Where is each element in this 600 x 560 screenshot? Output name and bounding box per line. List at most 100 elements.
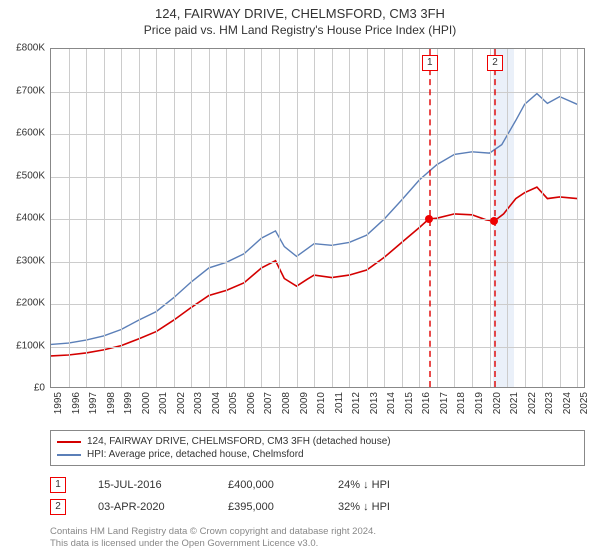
x-axis-label: 1997 bbox=[88, 392, 99, 414]
legend-box: 124, FAIRWAY DRIVE, CHELMSFORD, CM3 3FH … bbox=[50, 430, 585, 466]
gridline-v bbox=[244, 49, 245, 387]
y-axis-label: £300K bbox=[16, 255, 45, 266]
footer-attribution: Contains HM Land Registry data © Crown c… bbox=[50, 526, 585, 550]
gridline-v bbox=[69, 49, 70, 387]
x-axis-label: 2002 bbox=[176, 392, 187, 414]
gridline-v bbox=[86, 49, 87, 387]
gridline-h bbox=[51, 304, 584, 305]
gridline-v bbox=[525, 49, 526, 387]
x-axis-label: 2013 bbox=[369, 392, 380, 414]
x-axis-label: 2017 bbox=[439, 392, 450, 414]
gridline-v bbox=[279, 49, 280, 387]
gridline-v bbox=[191, 49, 192, 387]
x-axis-label: 2011 bbox=[334, 392, 345, 414]
x-axis-label: 2015 bbox=[404, 392, 415, 414]
gridline-v bbox=[472, 49, 473, 387]
gridline-v bbox=[261, 49, 262, 387]
legend-label: 124, FAIRWAY DRIVE, CHELMSFORD, CM3 3FH … bbox=[87, 436, 391, 447]
x-axis-label: 2010 bbox=[316, 392, 327, 414]
sale-diff: 24% ↓ HPI bbox=[338, 479, 390, 491]
gridline-v bbox=[560, 49, 561, 387]
x-axis-label: 2004 bbox=[211, 392, 222, 414]
gridline-v bbox=[419, 49, 420, 387]
gridline-v bbox=[156, 49, 157, 387]
gridline-v bbox=[332, 49, 333, 387]
x-axis-label: 2021 bbox=[509, 392, 520, 414]
sale-price: £400,000 bbox=[228, 479, 338, 491]
sale-dot bbox=[425, 215, 433, 223]
x-axis-label: 2016 bbox=[421, 392, 432, 414]
sale-diff: 32% ↓ HPI bbox=[338, 501, 390, 513]
gridline-h bbox=[51, 92, 584, 93]
sale-row: 1 15-JUL-2016£400,00024% ↓ HPI bbox=[50, 474, 585, 496]
x-axis-label: 1995 bbox=[53, 392, 64, 414]
gridline-v bbox=[104, 49, 105, 387]
chart-subtitle: Price paid vs. HM Land Registry's House … bbox=[0, 21, 600, 43]
legend-item: HPI: Average price, detached house, Chel… bbox=[57, 448, 578, 461]
gridline-h bbox=[51, 134, 584, 135]
x-axis-label: 2006 bbox=[246, 392, 257, 414]
gridline-v bbox=[297, 49, 298, 387]
sale-dot bbox=[490, 217, 498, 225]
gridline-v bbox=[139, 49, 140, 387]
gridline-v bbox=[226, 49, 227, 387]
chart-title: 124, FAIRWAY DRIVE, CHELMSFORD, CM3 3FH bbox=[0, 0, 600, 21]
y-axis-label: £600K bbox=[16, 128, 45, 139]
sale-date: 03-APR-2020 bbox=[98, 501, 228, 513]
x-axis-label: 2014 bbox=[386, 392, 397, 414]
sales-table: 1 15-JUL-2016£400,00024% ↓ HPI 2 03-APR-202… bbox=[50, 474, 585, 518]
x-axis-label: 2023 bbox=[544, 392, 555, 414]
legend-swatch bbox=[57, 441, 81, 443]
gridline-v bbox=[367, 49, 368, 387]
sale-price: £395,000 bbox=[228, 501, 338, 513]
x-axis-label: 2020 bbox=[492, 392, 503, 414]
gridline-v bbox=[454, 49, 455, 387]
gridline-v bbox=[349, 49, 350, 387]
x-axis-label: 2012 bbox=[351, 392, 362, 414]
x-axis-label: 2003 bbox=[193, 392, 204, 414]
gridline-v bbox=[209, 49, 210, 387]
y-axis-label: £800K bbox=[16, 43, 45, 54]
x-axis-label: 2009 bbox=[299, 392, 310, 414]
plot-area: 12 bbox=[50, 48, 585, 388]
y-axis-label: £500K bbox=[16, 170, 45, 181]
legend-item: 124, FAIRWAY DRIVE, CHELMSFORD, CM3 3FH … bbox=[57, 435, 578, 448]
x-axis-label: 1996 bbox=[71, 392, 82, 414]
gridline-v bbox=[542, 49, 543, 387]
x-axis-label: 2022 bbox=[527, 392, 538, 414]
x-axis-label: 2018 bbox=[456, 392, 467, 414]
legend-label: HPI: Average price, detached house, Chel… bbox=[87, 449, 304, 460]
x-axis-label: 2005 bbox=[228, 392, 239, 414]
x-axis-label: 2019 bbox=[474, 392, 485, 414]
gridline-v bbox=[577, 49, 578, 387]
event-marker-box: 2 bbox=[487, 55, 503, 71]
gridline-v bbox=[507, 49, 508, 387]
gridline-v bbox=[437, 49, 438, 387]
sale-row: 2 03-APR-2020£395,00032% ↓ HPI bbox=[50, 496, 585, 518]
y-axis-label: £400K bbox=[16, 213, 45, 224]
x-axis-label: 2001 bbox=[158, 392, 169, 414]
chart-area: 12 £0£100K£200K£300K£400K£500K£600K£700K… bbox=[50, 48, 585, 388]
gridline-h bbox=[51, 262, 584, 263]
legend-swatch bbox=[57, 454, 81, 456]
x-axis-label: 2025 bbox=[579, 392, 590, 414]
footer-line-1: Contains HM Land Registry data © Crown c… bbox=[50, 526, 585, 538]
gridline-v bbox=[402, 49, 403, 387]
footer-line-2: This data is licensed under the Open Gov… bbox=[50, 538, 585, 550]
gridline-v bbox=[121, 49, 122, 387]
gridline-v bbox=[384, 49, 385, 387]
gridline-h bbox=[51, 347, 584, 348]
sale-marker: 1 bbox=[50, 477, 66, 493]
y-axis-label: £700K bbox=[16, 85, 45, 96]
sale-marker: 2 bbox=[50, 499, 66, 515]
x-axis-label: 1998 bbox=[106, 392, 117, 414]
gridline-v bbox=[174, 49, 175, 387]
x-axis-label: 2024 bbox=[562, 392, 573, 414]
x-axis-label: 2007 bbox=[263, 392, 274, 414]
x-axis-label: 2008 bbox=[281, 392, 292, 414]
y-axis-label: £100K bbox=[16, 340, 45, 351]
gridline-v bbox=[314, 49, 315, 387]
sale-date: 15-JUL-2016 bbox=[98, 479, 228, 491]
event-marker-box: 1 bbox=[422, 55, 438, 71]
gridline-h bbox=[51, 219, 584, 220]
